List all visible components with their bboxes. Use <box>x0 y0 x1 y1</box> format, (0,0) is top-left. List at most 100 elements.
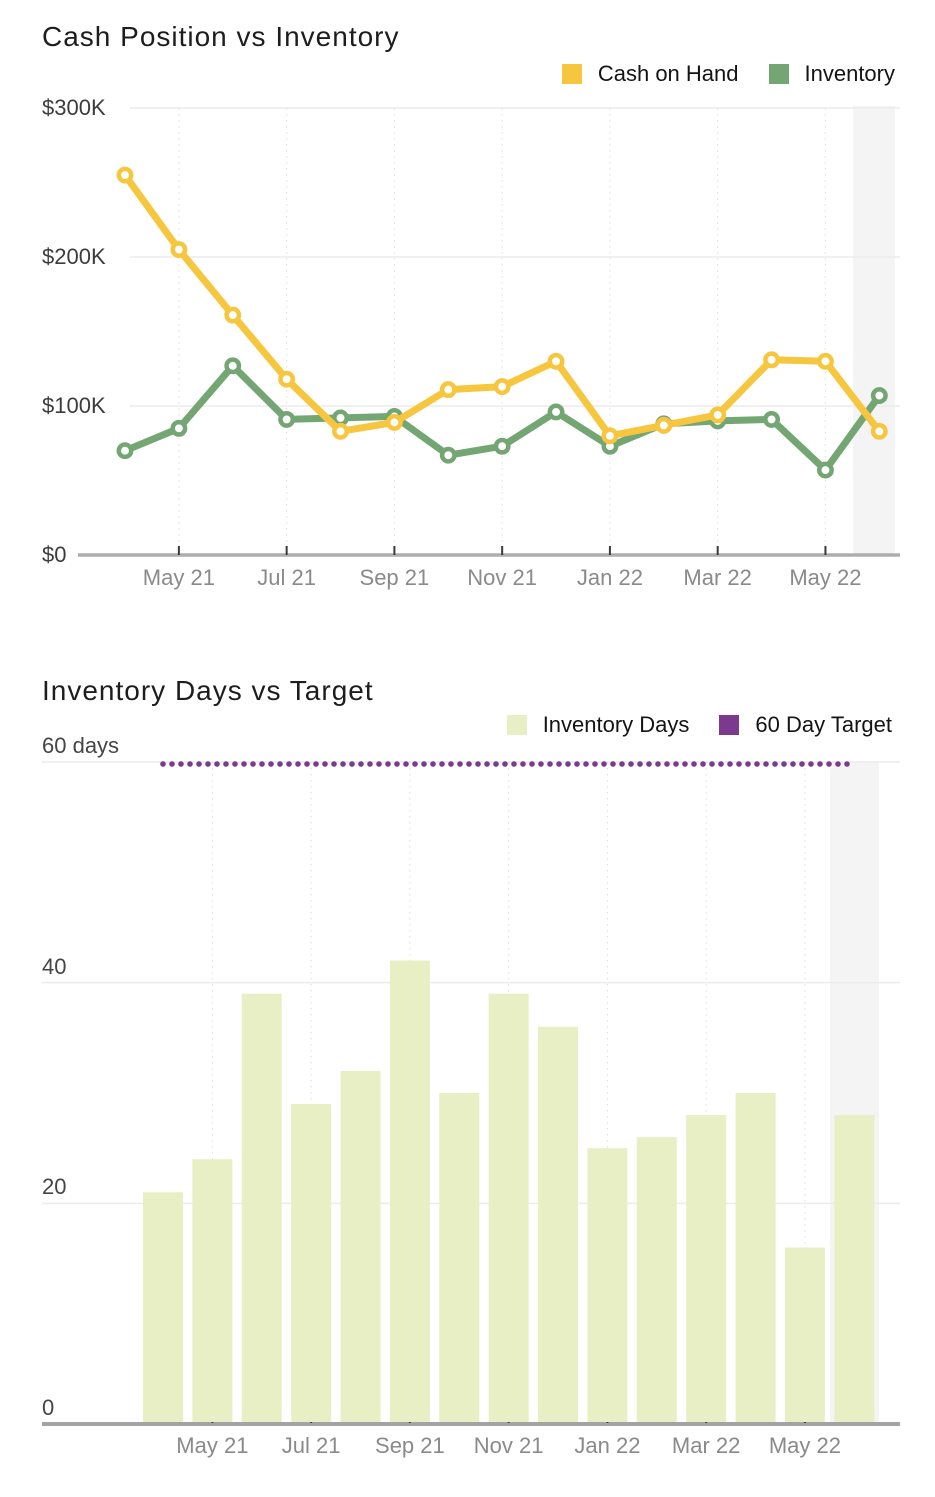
target-line-dot <box>349 761 355 767</box>
target-line-dot <box>511 761 517 767</box>
legend-item-60-day-target[interactable]: 60 Day Target <box>719 712 892 738</box>
target-line-dot <box>718 761 724 767</box>
cash-line-chart-plot <box>78 106 900 557</box>
target-line-dot <box>268 761 274 767</box>
target-line-dot <box>844 761 850 767</box>
cash-chart-title: Cash Position vs Inventory <box>42 21 400 52</box>
target-line-dot <box>367 761 373 767</box>
target-line-dot <box>547 761 553 767</box>
y-tick-label: 0 <box>42 1395 55 1420</box>
target-swatch-icon <box>719 715 740 735</box>
target-line-dot <box>808 761 814 767</box>
inventory-days-bar <box>636 1137 677 1422</box>
y-tick-label: 20 <box>42 1174 67 1200</box>
target-line-dot <box>322 761 328 767</box>
inventory-days-bar <box>143 1192 183 1422</box>
target-line-dot <box>826 761 832 767</box>
target-line-dot <box>772 761 778 767</box>
target-line-dot <box>520 761 526 767</box>
target-line-dot <box>331 761 337 767</box>
target-line-dot <box>169 761 175 767</box>
target-line-dot <box>475 761 481 767</box>
legend-item-inventory-days[interactable]: Inventory Days <box>506 712 690 738</box>
inventory-marker <box>870 387 888 405</box>
legend-label-cash-on-hand: Cash on Hand <box>597 61 739 86</box>
cash-on-hand-marker <box>116 166 134 184</box>
target-line-dot <box>340 761 346 767</box>
target-line-dot <box>556 761 562 767</box>
inventory-days-bar <box>488 993 529 1422</box>
target-line-dot <box>736 761 742 767</box>
cash-on-hand-swatch-icon <box>561 64 582 84</box>
target-line-dot <box>565 761 571 767</box>
target-line-dot <box>439 761 445 767</box>
x-tick-label: May 22 <box>768 1433 842 1458</box>
target-line-dot <box>385 761 391 767</box>
target-line-dot <box>196 761 202 767</box>
target-line-dot <box>403 761 409 767</box>
cash-on-hand-marker <box>493 378 511 396</box>
target-line-dot <box>835 761 841 767</box>
x-tick-label: Mar 22 <box>683 565 752 590</box>
target-line-dot <box>754 761 760 767</box>
legend-item-cash-on-hand[interactable]: Cash on Hand <box>561 61 739 87</box>
target-line-dot <box>358 761 364 767</box>
target-line-dot <box>646 761 652 767</box>
target-line-dot <box>304 761 310 767</box>
x-tick-label: Nov 21 <box>467 565 538 590</box>
target-line-dot <box>214 761 220 767</box>
x-tick-label: Mar 22 <box>671 1433 741 1458</box>
target-line-dot <box>205 761 211 767</box>
cash-on-hand-marker <box>601 427 619 445</box>
target-line-dot <box>655 761 661 767</box>
target-line-dot <box>637 761 643 767</box>
target-line-dot <box>232 761 238 767</box>
cash-on-hand-marker <box>547 352 565 370</box>
inventory-days-legend: Inventory Days 60 Day Target <box>506 712 892 738</box>
target-line-dot <box>277 761 283 767</box>
inventory-days-bar <box>340 1070 381 1422</box>
target-line-dot <box>601 761 607 767</box>
target-line-dot <box>376 761 382 767</box>
target-line-dot <box>664 761 670 767</box>
target-line-dot <box>178 761 184 767</box>
target-line-dot <box>286 761 292 767</box>
target-line-dot <box>412 761 418 767</box>
inventory-days-bar <box>735 1093 776 1422</box>
target-line-dot <box>763 761 769 767</box>
x-tick-label: Jul 21 <box>257 565 316 590</box>
target-line-dot <box>682 761 688 767</box>
target-line-dot <box>628 761 634 767</box>
legend-item-inventory[interactable]: Inventory <box>768 61 895 87</box>
target-line-dot <box>574 761 580 767</box>
inventory-days-bar <box>192 1159 233 1422</box>
target-line-dot <box>691 761 697 767</box>
inventory-days-chart-title: Inventory Days vs Target <box>42 675 374 706</box>
inventory-days-bar <box>834 1115 875 1422</box>
target-line-dot <box>529 761 535 767</box>
x-tick-label: May 21 <box>176 1433 249 1458</box>
inventory-marker <box>224 357 242 375</box>
inventory-days-swatch-icon <box>506 715 527 735</box>
target-line-dot <box>223 761 229 767</box>
cash-on-hand-marker <box>170 241 188 259</box>
target-line-dot <box>727 761 733 767</box>
target-line-dot <box>745 761 751 767</box>
legend-label-inventory-days: Inventory Days <box>542 712 690 737</box>
target-line-dot <box>493 761 499 767</box>
x-tick-label: Sep 21 <box>375 1433 445 1458</box>
inventory-marker <box>763 410 781 428</box>
recent-period-band <box>853 106 895 555</box>
y-tick-label: $200K <box>42 244 106 269</box>
cash-on-hand-marker <box>870 422 888 440</box>
x-tick-label: May 21 <box>142 565 215 590</box>
inventory-days-bar <box>784 1247 825 1422</box>
target-line-dot <box>259 761 265 767</box>
target-line-dot <box>430 761 436 767</box>
inventory-marker <box>547 403 565 421</box>
cash-on-hand-marker <box>224 306 242 324</box>
cash-on-hand-marker <box>385 413 403 431</box>
inventory-days-bar <box>587 1148 628 1422</box>
cash-on-hand-marker <box>278 370 296 388</box>
inventory-marker <box>116 442 134 460</box>
